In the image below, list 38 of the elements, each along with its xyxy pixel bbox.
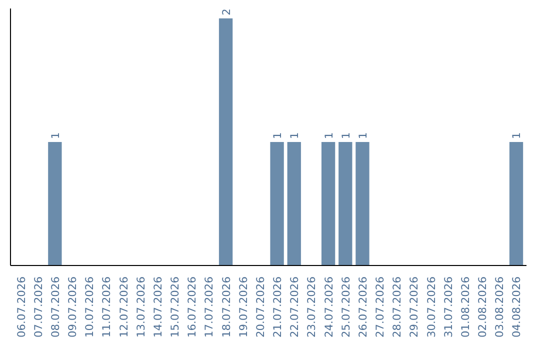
x-tick-label: 09.07.2026 [66,276,80,338]
x-tick-label: 22.07.2026 [288,276,302,338]
x-tick-label: 30.07.2026 [424,276,438,338]
x-tick-label: 16.07.2026 [186,276,199,338]
data-label: 1 [510,132,524,139]
x-tick-label: 18.07.2026 [220,276,233,338]
x-tick-label: 20.07.2026 [254,276,267,338]
x-tick-label: 07.07.2026 [32,276,45,338]
data-label: 1 [48,132,62,139]
x-tick-label: 19.07.2026 [236,276,250,338]
data-label: 1 [271,132,284,139]
x-tick-label: 03.08.2026 [493,276,506,338]
x-tick-label: 13.07.2026 [134,276,148,338]
x-tick-label: 01.08.2026 [458,276,472,338]
data-label: 1 [288,132,302,139]
x-tick-label: 04.08.2026 [510,276,524,338]
x-tick-label: 11.07.2026 [100,276,114,338]
x-tick-label: 28.07.2026 [390,276,404,338]
x-tick-label: 29.07.2026 [408,276,421,338]
data-label: 2 [220,8,233,16]
data-label: 1 [322,132,336,139]
x-tick-label: 31.07.2026 [442,276,455,338]
x-tick-label: 21.07.2026 [271,276,284,338]
x-tick-label: 17.07.2026 [202,276,216,338]
x-tick-label: 10.07.2026 [83,276,96,338]
x-tick-label: 14.07.2026 [151,276,164,338]
x-tick-label: 24.07.2026 [322,276,336,338]
x-tick-label: 06.07.2026 [14,276,28,338]
x-tick-label: 25.07.2026 [339,276,352,338]
x-tick-label: 23.07.2026 [305,276,318,338]
x-tick-label: 08.07.2026 [48,276,62,338]
x-tick-label: 12.07.2026 [117,276,130,338]
x-tick-label: 27.07.2026 [374,276,387,338]
x-tick-label: 02.08.2026 [476,276,490,338]
data-label: 1 [339,132,352,139]
x-tick-label: 26.07.2026 [356,276,370,338]
data-label: 1 [356,132,370,139]
x-tick-label: 15.07.2026 [168,276,182,338]
